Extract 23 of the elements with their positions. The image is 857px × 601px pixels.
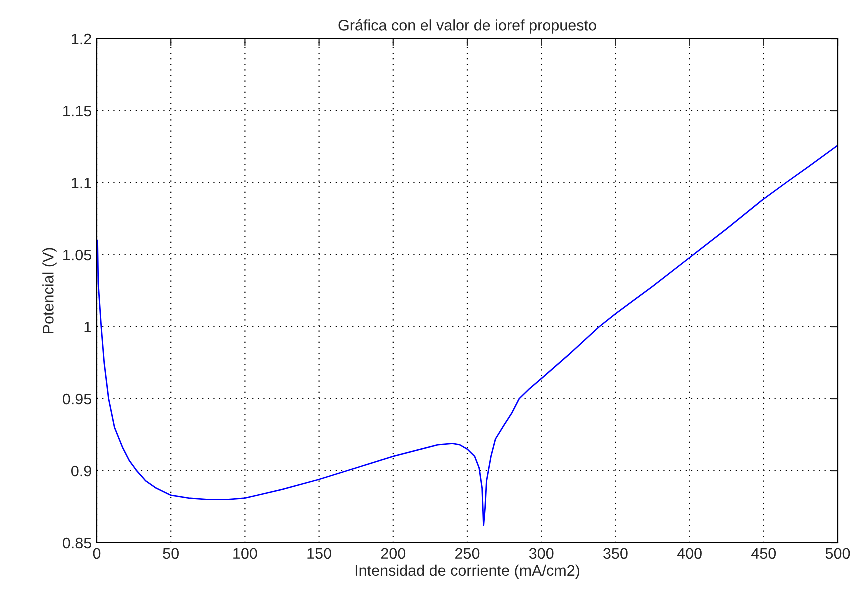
x-tick-label: 400 xyxy=(677,548,702,560)
x-tick-label: 150 xyxy=(308,548,332,560)
x-tick-label: 450 xyxy=(752,548,776,560)
y-tick-label: 1.05 xyxy=(64,250,92,261)
y-tick-label: 1.2 xyxy=(72,34,92,45)
y-tick-label: 1 xyxy=(84,322,92,333)
y-axis-title: Potencial (V) xyxy=(42,248,57,334)
x-tick-label: 50 xyxy=(163,548,179,560)
y-tick-label: 0.9 xyxy=(72,466,92,477)
x-tick-label: 250 xyxy=(456,548,480,560)
y-tick-label: 0.85 xyxy=(63,538,92,549)
x-tick-label: 500 xyxy=(826,548,850,560)
y-tick-label: 1.15 xyxy=(64,106,92,117)
x-tick-label: 200 xyxy=(381,548,406,560)
x-tick-label: 100 xyxy=(234,548,258,560)
x-axis-title: Intensidad de corriente (mA/cm2) xyxy=(356,564,580,580)
y-tick-label: 1.1 xyxy=(72,178,92,189)
chart-title: Gráfica con el valor de ioref propuesto xyxy=(338,19,596,34)
x-tick-label: 300 xyxy=(529,548,554,560)
y-tick-label: 0.95 xyxy=(63,394,92,405)
x-tick-label: 350 xyxy=(604,548,628,560)
line-series xyxy=(97,144,838,526)
x-tick-label: 0 xyxy=(93,548,101,560)
